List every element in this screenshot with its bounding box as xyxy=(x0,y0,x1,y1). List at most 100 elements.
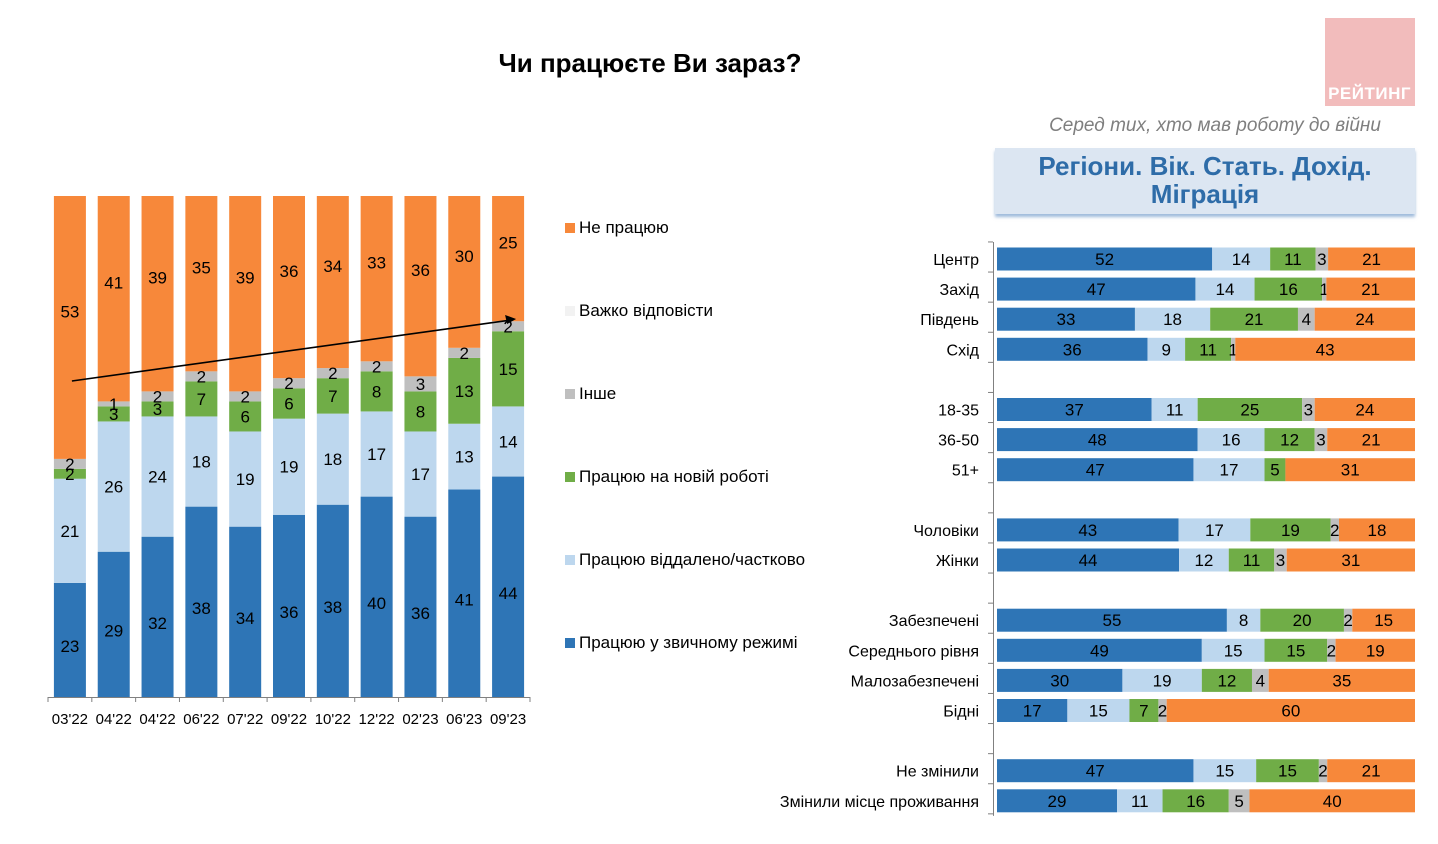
bar-segment-not-working xyxy=(492,196,525,322)
data-label: 36 xyxy=(411,604,430,623)
section-title-box: Регіони. Вік. Стать. Дохід. Міграція xyxy=(995,148,1415,214)
y-category-label: 36-50 xyxy=(938,433,979,450)
bar-segment-new-job xyxy=(1264,638,1328,662)
bar-segment-usual xyxy=(492,476,525,697)
bar-segment-not-working xyxy=(1327,428,1415,452)
data-label: 33 xyxy=(1057,310,1076,329)
data-label: 24 xyxy=(148,468,167,487)
bar-segment-other xyxy=(1274,548,1287,572)
bar-segment-not-working xyxy=(53,196,86,459)
bar-segment-new-job xyxy=(316,378,349,414)
bar-segment-other xyxy=(1315,247,1329,271)
bar-segment-usual xyxy=(273,514,305,697)
data-label: 8 xyxy=(1239,611,1248,630)
data-label: 3 xyxy=(1316,431,1325,450)
data-label: 16 xyxy=(1186,792,1205,811)
bar-segment-not-working xyxy=(360,196,393,362)
bar-segment-new-job xyxy=(360,371,393,412)
data-label: 47 xyxy=(1086,461,1105,480)
bar-segment-usual xyxy=(997,518,1179,542)
bar-segment-other xyxy=(1327,638,1336,662)
y-category-label: Малозабезпечені xyxy=(851,673,979,690)
y-category-label: Забезпечені xyxy=(889,613,979,630)
bar-segment-remote xyxy=(1193,458,1265,482)
bar-segment-other xyxy=(53,458,86,469)
data-label: 25 xyxy=(499,234,518,253)
bar-segment-not-working xyxy=(273,196,305,379)
data-label: 16 xyxy=(1279,280,1298,299)
trend-arrow-line xyxy=(71,319,509,382)
x-tick-label: 03'22 xyxy=(52,711,88,728)
legend-swatch xyxy=(565,472,575,482)
data-label: 2 xyxy=(1330,521,1339,540)
data-label: 34 xyxy=(236,609,255,628)
bar-segment-other xyxy=(1231,337,1236,361)
bar-segment-remote xyxy=(1226,608,1261,632)
data-label: 24 xyxy=(1355,401,1374,420)
bar-segment-remote xyxy=(492,406,525,477)
bar-segment-remote xyxy=(1195,277,1255,301)
data-label: 11 xyxy=(1199,340,1217,359)
bar-segment-not-working xyxy=(1352,608,1415,632)
bar-segment-usual xyxy=(997,668,1123,692)
bar-segment-new-job xyxy=(97,406,130,422)
data-label: 38 xyxy=(323,598,342,617)
data-label: 41 xyxy=(104,274,123,293)
data-label: 15 xyxy=(499,360,518,379)
bar-segment-not-working xyxy=(316,196,349,369)
data-label: 3 xyxy=(416,375,425,394)
bar-segment-remote xyxy=(1197,428,1265,452)
legend-item-usual: Працюю у звичному режимі xyxy=(565,633,798,653)
bar-segment-other xyxy=(448,347,481,358)
data-label: 19 xyxy=(236,470,255,489)
bar-segment-new-job xyxy=(404,391,437,432)
data-label: 35 xyxy=(192,259,211,278)
bar-segment-remote xyxy=(185,416,218,507)
legend-swatch xyxy=(565,638,575,648)
data-label: 38 xyxy=(192,599,211,618)
data-label: 19 xyxy=(1366,641,1385,660)
x-tick-label: 12'22 xyxy=(359,711,395,728)
data-label: 2 xyxy=(460,344,469,363)
data-label: 2 xyxy=(1343,611,1352,630)
bar-segment-usual xyxy=(997,337,1148,361)
data-label: 14 xyxy=(1232,250,1251,269)
data-label: 17 xyxy=(1023,702,1042,721)
bar-segment-usual xyxy=(185,506,218,697)
y-category-label: Схід xyxy=(947,342,980,359)
data-label: 48 xyxy=(1088,431,1107,450)
bar-segment-new-job xyxy=(1185,337,1232,361)
bar-segment-usual xyxy=(997,428,1198,452)
bar-segment-not-working xyxy=(141,196,174,392)
data-label: 18 xyxy=(1368,521,1387,540)
data-label: 15 xyxy=(1089,702,1108,721)
bar-segment-usual xyxy=(404,516,437,697)
data-label: 30 xyxy=(1050,671,1069,690)
bar-segment-usual xyxy=(448,489,481,697)
bar-segment-not-working xyxy=(1249,789,1415,813)
data-label: 29 xyxy=(1048,792,1067,811)
data-label: 21 xyxy=(60,522,79,541)
bar-segment-usual xyxy=(997,759,1194,783)
legend-item-other: Інше xyxy=(565,384,616,404)
data-label: 2 xyxy=(153,387,162,406)
data-label: 7 xyxy=(328,387,337,406)
data-label: 30 xyxy=(455,247,474,266)
data-label: 5 xyxy=(1234,792,1243,811)
bar-segment-other xyxy=(1297,307,1315,331)
data-label: 16 xyxy=(1222,431,1241,450)
data-label: 4 xyxy=(1256,671,1265,690)
x-tick-label: 07'22 xyxy=(227,711,263,728)
y-category-label: 51+ xyxy=(952,463,979,480)
bar-segment-remote xyxy=(1151,398,1198,421)
data-label: 4 xyxy=(1302,310,1311,329)
data-label: 12 xyxy=(1217,671,1236,690)
data-label: 21 xyxy=(1362,431,1381,450)
legend-label: Важко відповісти xyxy=(579,301,713,320)
bar-segment-new-job xyxy=(1264,428,1315,452)
data-label: 2 xyxy=(372,357,381,376)
data-label: 2 xyxy=(240,387,249,406)
bar-segment-new-job xyxy=(1264,458,1286,482)
data-label: 3 xyxy=(153,400,162,419)
data-label: 7 xyxy=(197,390,206,409)
